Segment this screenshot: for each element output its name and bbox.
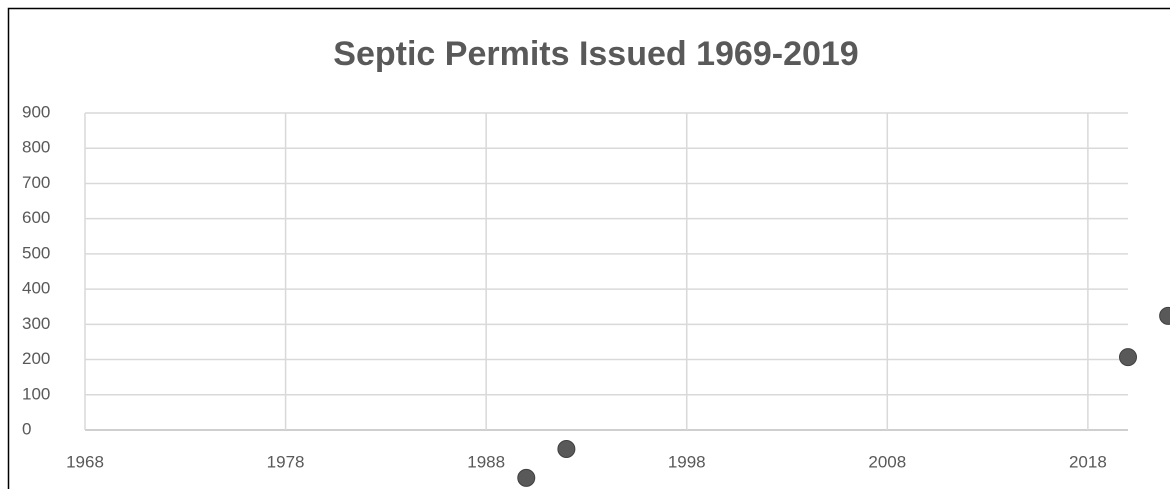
y-tick-label: 400 [22,279,50,298]
x-tick-label: 1978 [267,452,305,471]
x-tick-label: 1998 [668,452,706,471]
y-tick-label: 200 [22,349,50,368]
y-tick-label: 900 [22,102,50,121]
chart-title: Septic Permits Issued 1969-2019 [333,35,858,73]
x-tick-label: 1968 [66,452,104,471]
x-tick-label: 1988 [467,452,505,471]
y-tick-label: 700 [22,173,50,192]
y-tick-label: 800 [22,138,50,157]
chart-frame [7,7,1170,489]
y-tick-label: 500 [22,243,50,262]
y-tick-label: 100 [22,384,50,403]
point [1159,306,1170,325]
y-tick-label: 300 [22,314,50,333]
y-tick-label: 0 [22,419,31,438]
point [517,468,536,487]
x-tick-label: 2008 [868,452,906,471]
y-tick-label: 600 [22,208,50,227]
point [557,440,576,459]
x-tick-label: 2018 [1069,452,1107,471]
point [1119,348,1137,367]
